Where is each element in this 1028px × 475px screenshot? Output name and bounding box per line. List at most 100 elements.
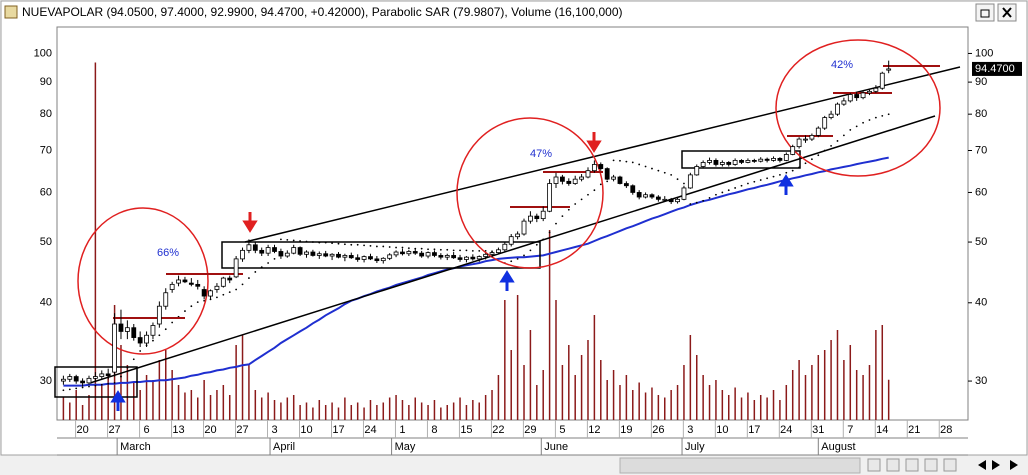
sar-dot [785,171,788,174]
highlight-circle [456,117,604,269]
sar-dot [676,178,679,181]
sar-dot [401,246,404,249]
candle-body [515,233,521,238]
zoom-button[interactable] [924,458,938,472]
candle-body [636,192,642,198]
app-icon [4,5,18,19]
sar-dot [715,193,717,196]
candle-body [291,247,297,254]
sar-dot [216,296,218,299]
candle-body [662,198,668,201]
buy-arrow [499,270,515,291]
scroll-thumb[interactable] [619,457,861,474]
gain-label: 47% [530,148,552,160]
sar-dot [235,288,238,291]
sar-dot [708,197,711,199]
sar-dot [734,187,737,189]
x-tick-label: 17 [748,424,760,436]
sar-dot [702,199,705,202]
sar-dot [535,243,538,246]
range-box [54,366,138,398]
candle-body [547,183,553,212]
candle-body [502,243,508,251]
candle-body [643,194,648,198]
candle-body [675,198,680,203]
window-buttons [975,3,1017,22]
month-label: March [120,441,151,453]
sar-dot [88,385,90,388]
sar-dot [868,119,871,121]
sar-dot [689,203,692,205]
sar-dot [120,375,122,378]
candle-body [623,183,629,187]
candle-body [329,253,335,257]
candle-body [214,285,220,290]
sar-dot [561,215,564,218]
candle-body [156,305,162,325]
y-tick-label: 80 [975,108,987,120]
candle-body [425,252,431,257]
sar-dot [343,243,346,246]
candle-body [316,253,322,256]
window-title: NUEVAPOLAR (94.0500, 97.4000, 92.9900, 9… [22,5,623,19]
zoom-button[interactable] [905,458,919,472]
sar-dot [811,158,813,161]
sar-dot [446,248,449,251]
sar-dot [574,203,577,205]
candle-body [886,68,892,71]
candle-body [374,258,380,262]
zoom-button[interactable] [867,458,881,472]
x-tick-label: 27 [108,424,120,436]
x-tick-label: 10 [716,424,728,436]
x-tick-label: 31 [812,424,824,436]
sar-dot [817,154,820,157]
sell-arrow [242,212,258,233]
candle-body [400,251,405,255]
sar-dot [791,169,794,172]
y-tick-label: 50 [975,236,987,248]
sar-dot [382,245,385,248]
candle-body [841,100,847,105]
sar-dot [471,250,474,252]
sar-dot [625,160,628,163]
sar-dot [759,179,762,181]
candle-body [163,292,169,307]
sar-dot [593,189,596,192]
candle-body [713,159,719,165]
candle-body [483,253,489,257]
sar-dot [420,247,423,250]
sar-dot [779,173,781,176]
zoom-button[interactable] [886,458,900,472]
candle-body [444,255,450,258]
candle-body [188,282,194,285]
candle-body [579,176,584,180]
sar-dot [619,159,621,162]
x-tick-label: 5 [559,424,565,436]
x-tick-label: 27 [236,424,248,436]
candle-body [86,377,92,384]
y-tick-label: 60 [975,186,987,198]
candle-body [835,103,840,115]
candle-body [649,194,655,198]
zoom-button[interactable] [943,458,957,472]
x-tick-label: 20 [204,424,216,436]
x-tick-label: 13 [172,424,184,436]
candle-body [828,113,834,118]
sar-dot [427,248,429,251]
sar-dot [62,389,65,392]
sar-dot [631,161,634,164]
candle-body [220,277,226,287]
sar-dot [171,321,174,324]
sar-dot [862,121,864,124]
scroll-arrows[interactable] [978,460,1018,470]
volume-layer [62,62,890,420]
candle-body [604,168,610,180]
restore-button[interactable] [975,3,995,22]
candle-body [438,255,444,258]
sar-dot [254,271,257,273]
candle-body [508,236,514,245]
candle-body [176,279,181,284]
gain-label: 42% [831,59,853,71]
candle-body [707,159,712,163]
